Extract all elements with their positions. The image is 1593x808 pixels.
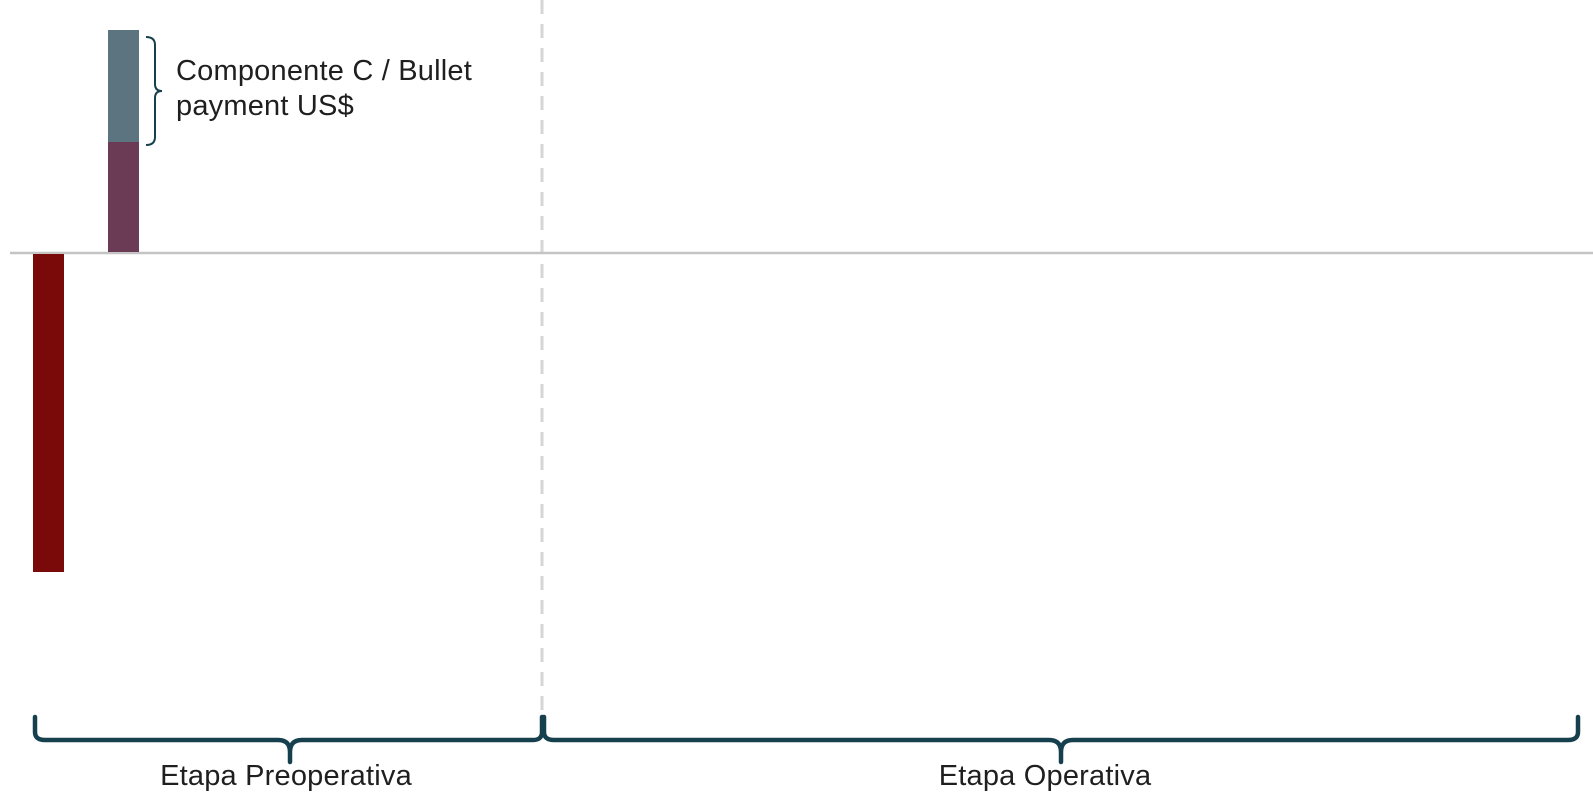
annotation-line-2: payment US$ — [176, 90, 354, 122]
component-c-annotation: Componente C / Bullet payment US$ — [176, 54, 536, 124]
phase-label-operativa: Etapa Operativa — [938, 760, 1152, 792]
outflow-bar — [33, 254, 64, 572]
inflow-bar-upper-segment — [108, 30, 139, 142]
preoperativa-brace — [32, 714, 545, 765]
annotation-line-1: Componente C / Bullet — [176, 55, 472, 87]
operativa-brace — [541, 714, 1581, 765]
component-c-bracket — [145, 36, 163, 146]
inflow-bar-lower-segment — [108, 142, 139, 252]
phase-label-preoperativa: Etapa Preoperativa — [160, 760, 412, 792]
